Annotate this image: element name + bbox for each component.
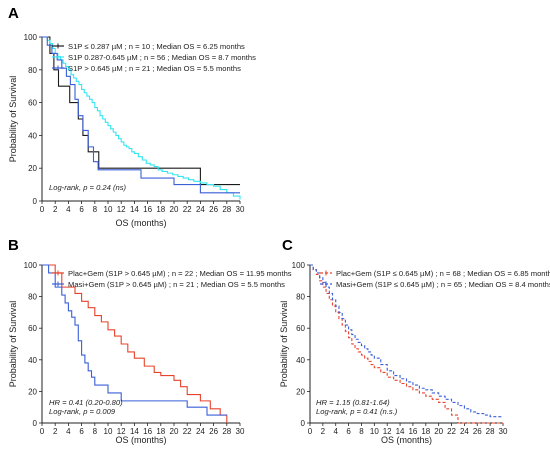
y-tick-label: 0 (33, 419, 38, 428)
x-axis-title: OS (months) (115, 218, 166, 228)
x-tick-label: 30 (499, 427, 508, 436)
legend-entry: S1P > 0.645 µM ; n = 21 ; Median OS = 5.… (68, 64, 241, 73)
stat-annotation: Log-rank, p = 0.41 (n.s.) (316, 407, 398, 416)
x-tick-label: 24 (460, 427, 469, 436)
x-tick-label: 24 (196, 427, 205, 436)
x-tick-label: 0 (40, 427, 45, 436)
x-tick-label: 6 (346, 427, 351, 436)
chart-panel-b: 0 2 4 6 8 10 12 14 16 18 20 22 24 26 28 30020406080100O… (8, 261, 292, 445)
x-tick-label: 22 (183, 427, 192, 436)
x-tick-label: 0 (308, 427, 313, 436)
x-tick-label: 2 (53, 427, 58, 436)
x-tick-label: 24 (196, 205, 205, 214)
x-tick-label: 20 (434, 427, 443, 436)
x-tick-label: 14 (130, 205, 139, 214)
x-tick-label: 14 (396, 427, 405, 436)
panel-b-letter: B (8, 237, 19, 254)
x-tick-label: 0 (40, 205, 45, 214)
x-tick-label: 8 (93, 427, 98, 436)
legend-entry: S1P ≤ 0.287 µM ; n = 10 ; Median OS = 6.… (68, 42, 245, 51)
x-tick-label: 28 (222, 205, 231, 214)
x-tick-label: 26 (209, 205, 218, 214)
x-tick-label: 18 (421, 427, 430, 436)
x-tick-label: 6 (79, 427, 84, 436)
y-tick-label: 100 (292, 261, 306, 270)
x-tick-label: 16 (143, 205, 152, 214)
x-tick-label: 18 (156, 205, 165, 214)
chart-panel-c: 0 2 4 6 8 10 12 14 16 18 20 22 24 26 28 30020406080100O… (279, 261, 550, 445)
x-tick-label: 16 (408, 427, 417, 436)
series-line-2 (310, 264, 503, 418)
x-tick-label: 22 (447, 427, 456, 436)
y-axis-title: Probability of Survival (8, 76, 18, 163)
y-tick-label: 100 (24, 33, 38, 42)
y-tick-label: 80 (296, 293, 305, 302)
y-axis-title: Probability of Survival (279, 301, 289, 388)
stat-annotation: HR = 1.15 (0.81-1.64) (316, 398, 390, 407)
y-axis-title: Probability of Survival (8, 301, 18, 388)
y-tick-label: 60 (28, 99, 37, 108)
stat-annotation: Log-rank, p = 0.009 (49, 407, 116, 416)
x-tick-label: 4 (66, 427, 71, 436)
x-axis-title: OS (months) (115, 435, 166, 445)
panel-a-letter: A (8, 5, 19, 22)
legend-entry: S1P 0.287-0.645 µM ; n = 56 ; Median OS … (68, 53, 256, 62)
x-tick-label: 26 (209, 427, 218, 436)
x-tick-label: 8 (359, 427, 364, 436)
y-tick-label: 40 (28, 131, 37, 140)
series-line-3 (42, 36, 240, 194)
y-tick-label: 60 (28, 324, 37, 333)
x-tick-label: 2 (321, 427, 326, 436)
y-tick-label: 0 (301, 419, 306, 428)
x-tick-label: 20 (170, 427, 179, 436)
x-tick-label: 20 (170, 205, 179, 214)
series-line-2 (42, 36, 241, 200)
y-tick-label: 0 (33, 197, 38, 206)
legend-entry: Plac+Gem (S1P > 0.645 µM) ; n = 22 ; Med… (68, 269, 292, 278)
x-tick-label: 22 (183, 205, 192, 214)
y-tick-label: 20 (28, 164, 37, 173)
stat-annotation: Log-rank, p = 0.24 (ns) (49, 183, 127, 192)
x-tick-label: 26 (473, 427, 482, 436)
x-tick-label: 18 (156, 427, 165, 436)
x-tick-label: 8 (93, 205, 98, 214)
y-tick-label: 80 (28, 66, 37, 75)
y-tick-label: 20 (296, 387, 305, 396)
x-tick-label: 2 (53, 205, 58, 214)
x-tick-label: 16 (143, 427, 152, 436)
x-axis-title: OS (months) (381, 435, 432, 445)
x-tick-label: 30 (236, 427, 245, 436)
series-line-2 (42, 264, 227, 416)
chart-panel-a: 0 2 4 6 8 10 12 14 16 18 20 22 24 26 28 30020406080100O… (8, 33, 256, 228)
stat-annotation: HR = 0.41 (0.20-0.80) (49, 398, 123, 407)
x-tick-label: 4 (334, 427, 339, 436)
x-tick-label: 30 (236, 205, 245, 214)
x-tick-label: 6 (79, 205, 84, 214)
y-tick-label: 80 (28, 293, 37, 302)
y-tick-label: 20 (28, 387, 37, 396)
legend-entry: Masi+Gem (S1P > 0.645 µM) ; n = 21 ; Med… (68, 280, 285, 289)
x-tick-label: 14 (130, 427, 139, 436)
series-line-1 (310, 264, 503, 424)
y-tick-label: 60 (296, 324, 305, 333)
y-tick-label: 100 (24, 261, 38, 270)
legend-entry: Masi+Gem (S1P ≤ 0.645 µM) ; n = 65 ; Med… (336, 280, 550, 289)
x-tick-label: 10 (370, 427, 379, 436)
x-tick-label: 28 (486, 427, 495, 436)
x-tick-label: 12 (117, 427, 126, 436)
x-tick-label: 10 (104, 427, 113, 436)
legend-entry: Plac+Gem (S1P ≤ 0.645 µM) ; n = 68 ; Med… (336, 269, 550, 278)
x-tick-label: 12 (117, 205, 126, 214)
y-tick-label: 40 (28, 356, 37, 365)
x-tick-label: 28 (222, 427, 231, 436)
x-tick-label: 10 (104, 205, 113, 214)
series-line-1 (42, 264, 228, 423)
y-tick-label: 40 (296, 356, 305, 365)
panel-c-letter: C (282, 237, 293, 254)
x-tick-label: 4 (66, 205, 71, 214)
x-tick-label: 12 (383, 427, 392, 436)
